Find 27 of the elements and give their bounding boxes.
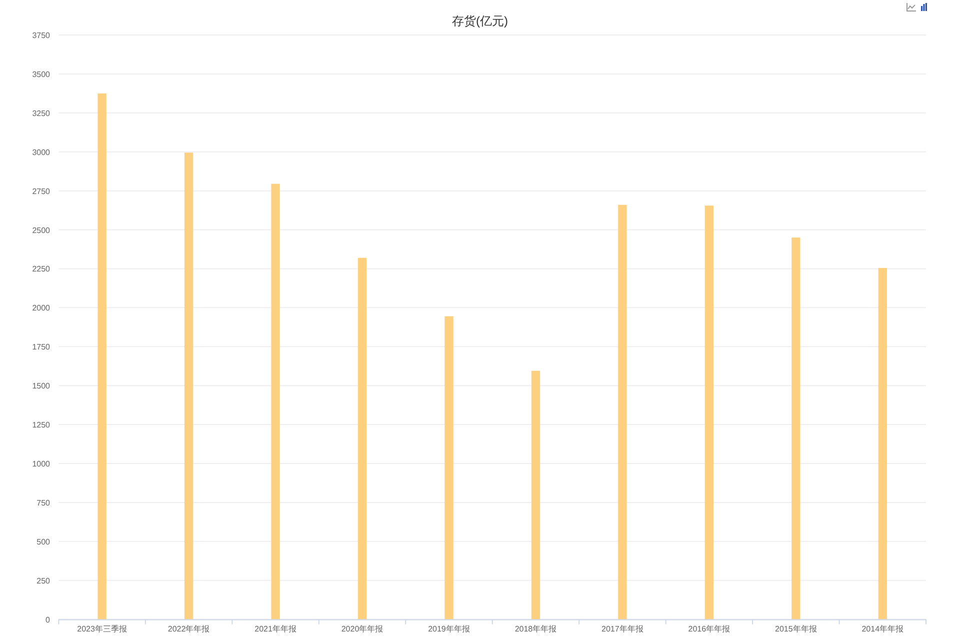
y-tick-label: 3750 [32,31,51,40]
y-tick-label: 1500 [32,382,51,391]
y-tick-label: 3250 [32,108,51,118]
y-tick-label: 0 [46,615,51,624]
y-tick-label: 750 [36,498,51,508]
y-tick-label: 2750 [32,186,51,196]
x-tick-label: 2017年年报 [602,624,644,634]
y-tick-label: 3000 [32,148,51,157]
x-tick-label: 2015年年报 [775,624,817,634]
x-tick-label: 2016年年报 [688,624,730,634]
y-tick-label: 1250 [32,420,51,430]
y-tick-label: 250 [36,576,51,586]
x-tick-label: 2018年年报 [514,624,557,634]
y-tick-label: 500 [36,537,51,546]
y-tick-label: 3500 [32,70,51,79]
x-tick-label: 2019年年报 [428,624,470,634]
y-tick-label: 2500 [32,226,51,235]
y-tick-label: 2250 [32,264,51,274]
y-tick-label: 2000 [32,304,51,313]
x-tick-label: 2020年年报 [341,624,384,634]
y-tick-label: 1000 [32,459,51,468]
x-tick-label: 2022年年报 [168,624,210,634]
x-tick-label: 2014年年报 [862,624,904,634]
chart-title: 存货(亿元) [452,14,508,28]
x-tick-label: 2021年年报 [254,624,296,634]
x-tick-label: 2023年三季报 [77,624,127,634]
y-tick-label: 1750 [32,342,51,352]
